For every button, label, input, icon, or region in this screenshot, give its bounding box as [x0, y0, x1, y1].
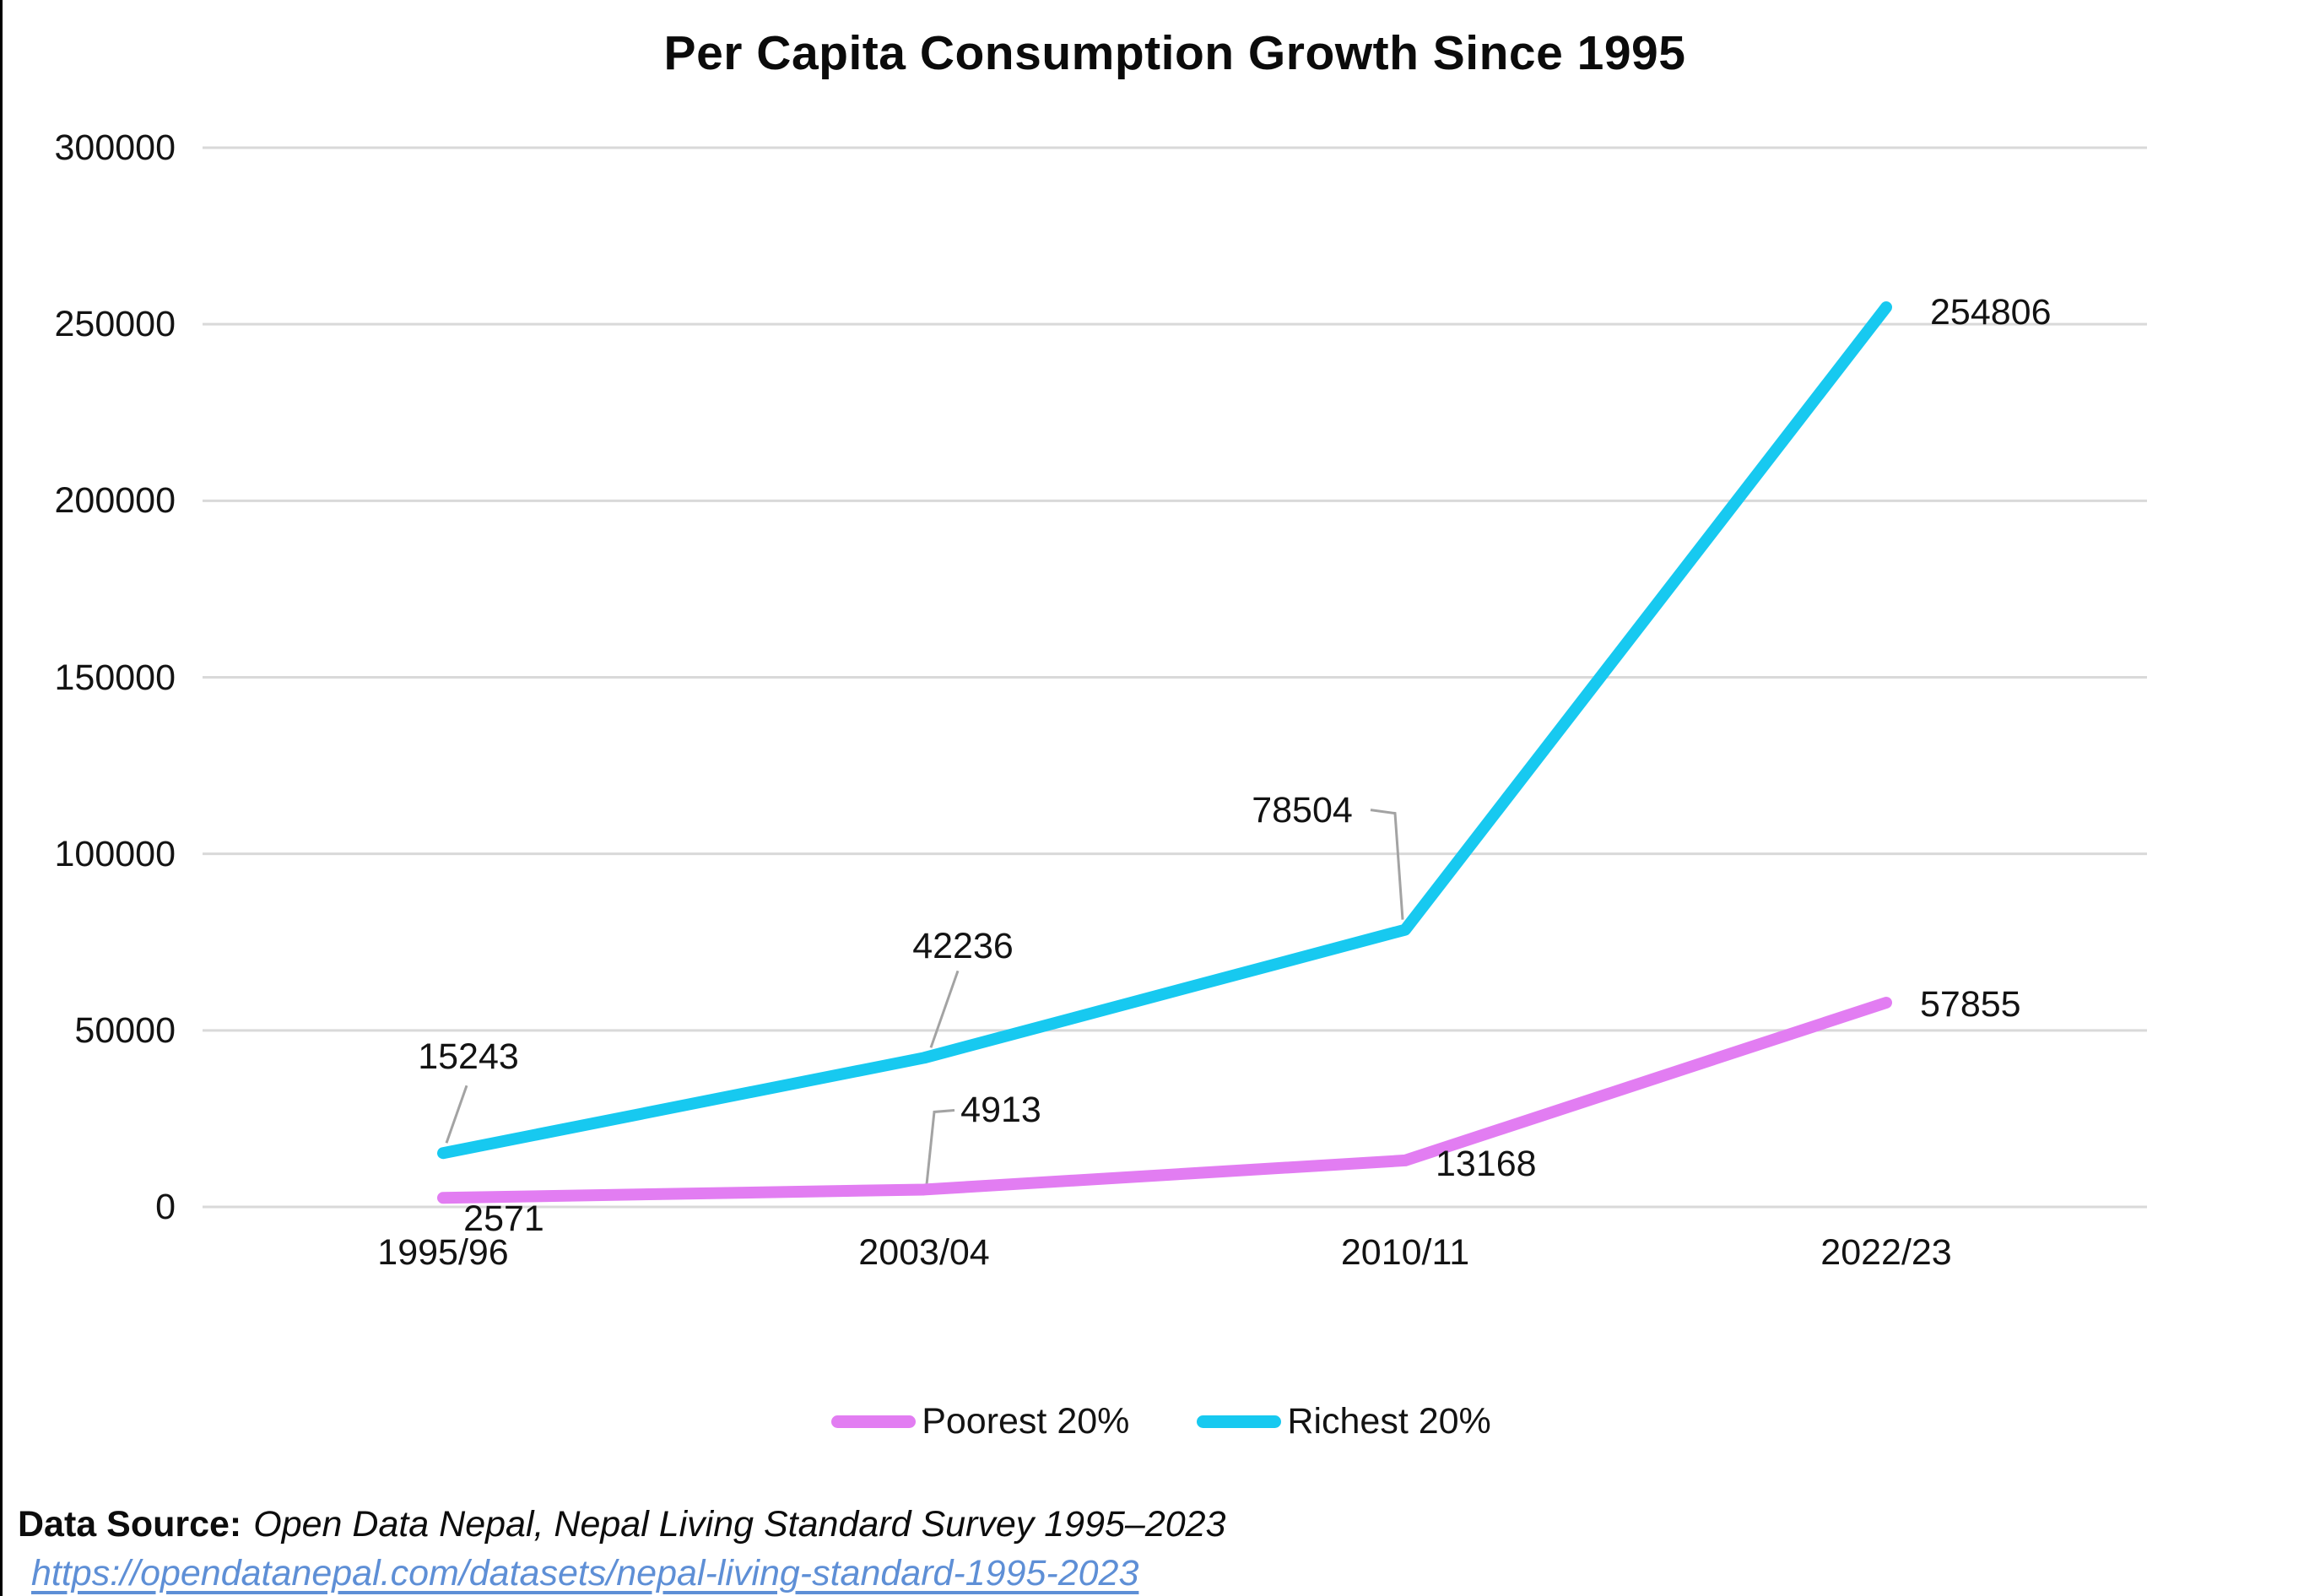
x-tick-label: 2003/04: [858, 1232, 990, 1273]
richest-line-swatch: [1197, 1415, 1282, 1428]
data-label: 15243: [418, 1036, 519, 1078]
series-line-richest-20-: [437, 301, 1892, 1160]
leader-line: [929, 970, 960, 1048]
data-label: 4913: [960, 1090, 1041, 1131]
leader-line: [445, 1085, 468, 1144]
x-tick-label: 2010/11: [1340, 1232, 1470, 1273]
y-tick-label: 250000: [54, 304, 176, 345]
legend: Poorest 20% Richest 20%: [3, 1401, 2320, 1442]
plot-area: [203, 146, 2147, 1209]
data-label: 254806: [1930, 292, 2052, 333]
data-label: 13168: [1436, 1143, 1537, 1184]
leader-line: [1370, 809, 1404, 920]
y-tick-label: 50000: [74, 1009, 176, 1051]
chart-title: Per Capita Consumption Growth Since 1995: [663, 26, 1686, 80]
y-tick-label: 300000: [54, 127, 176, 168]
data-source-line: Data Source: Open Data Nepal, Nepal Livin…: [18, 1503, 1225, 1545]
data-label: 42236: [912, 926, 1014, 967]
leader-line: [925, 1108, 955, 1185]
series-line-poorest-20-: [437, 996, 1892, 1204]
data-label: 57855: [1920, 983, 2021, 1025]
poorest-line-swatch: [831, 1415, 917, 1428]
x-tick-label: 2022/23: [1820, 1232, 1952, 1273]
data-source-label: Data Source:: [18, 1504, 242, 1545]
data-label: 2571: [463, 1198, 544, 1240]
data-label: 78504: [1252, 789, 1353, 830]
x-tick-label: 1995/96: [377, 1232, 509, 1273]
legend-label-richest: Richest 20%: [1287, 1401, 1491, 1442]
data-source-text: Open Data Nepal, Nepal Living Standard S…: [253, 1504, 1226, 1545]
y-tick-label: 150000: [54, 657, 176, 698]
y-tick-label: 0: [155, 1187, 176, 1227]
y-tick-label: 200000: [54, 480, 176, 522]
data-source-link[interactable]: https://opendatanepal.com/datasets/nepal…: [31, 1553, 1139, 1593]
y-tick-label: 100000: [54, 833, 176, 874]
legend-item-poorest: Poorest 20%: [831, 1401, 1129, 1442]
legend-label-poorest: Poorest 20%: [922, 1401, 1130, 1442]
legend-item-richest: Richest 20%: [1197, 1401, 1491, 1442]
